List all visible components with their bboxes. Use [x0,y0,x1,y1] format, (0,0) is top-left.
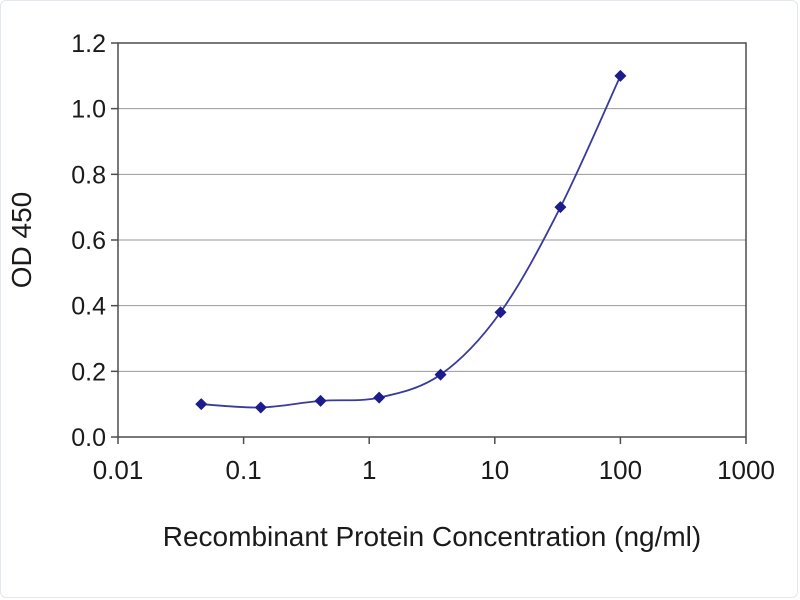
data-point-marker [314,394,327,407]
y-tick-label: 0.4 [71,293,106,321]
x-tick-label: 10 [480,455,509,485]
x-tick-label: 100 [599,455,642,485]
data-point-marker [434,368,447,381]
y-tick-label: 1.2 [71,30,106,58]
y-tick-label: 1.0 [71,96,106,124]
plot-area: 0.0 0.2 0.4 0.6 0.8 1.0 1.2 0.01 0.1 1 10 100 1000 [71,30,775,485]
y-tick-label: 0.2 [71,358,106,386]
data-point-marker [554,201,567,214]
data-point-marker [614,69,627,82]
data-point-marker [494,306,507,319]
series-line [201,75,622,409]
x-tick-label: 1000 [717,455,775,485]
x-tick-label: 0.1 [226,455,262,485]
x-tick-label: 0.01 [93,455,144,485]
data-point-marker [254,401,267,414]
data-point-marker [195,398,208,411]
y-axis-title: OD 450 [6,192,37,289]
y-tick-label: 0.8 [71,161,106,189]
data-point-marker [373,391,386,404]
y-tick-label: 0.6 [71,227,106,255]
x-tick-label: 1 [362,455,376,485]
y-tick-label: 0.0 [71,424,106,452]
x-axis-title: Recombinant Protein Concentration (ng/ml… [163,521,701,552]
